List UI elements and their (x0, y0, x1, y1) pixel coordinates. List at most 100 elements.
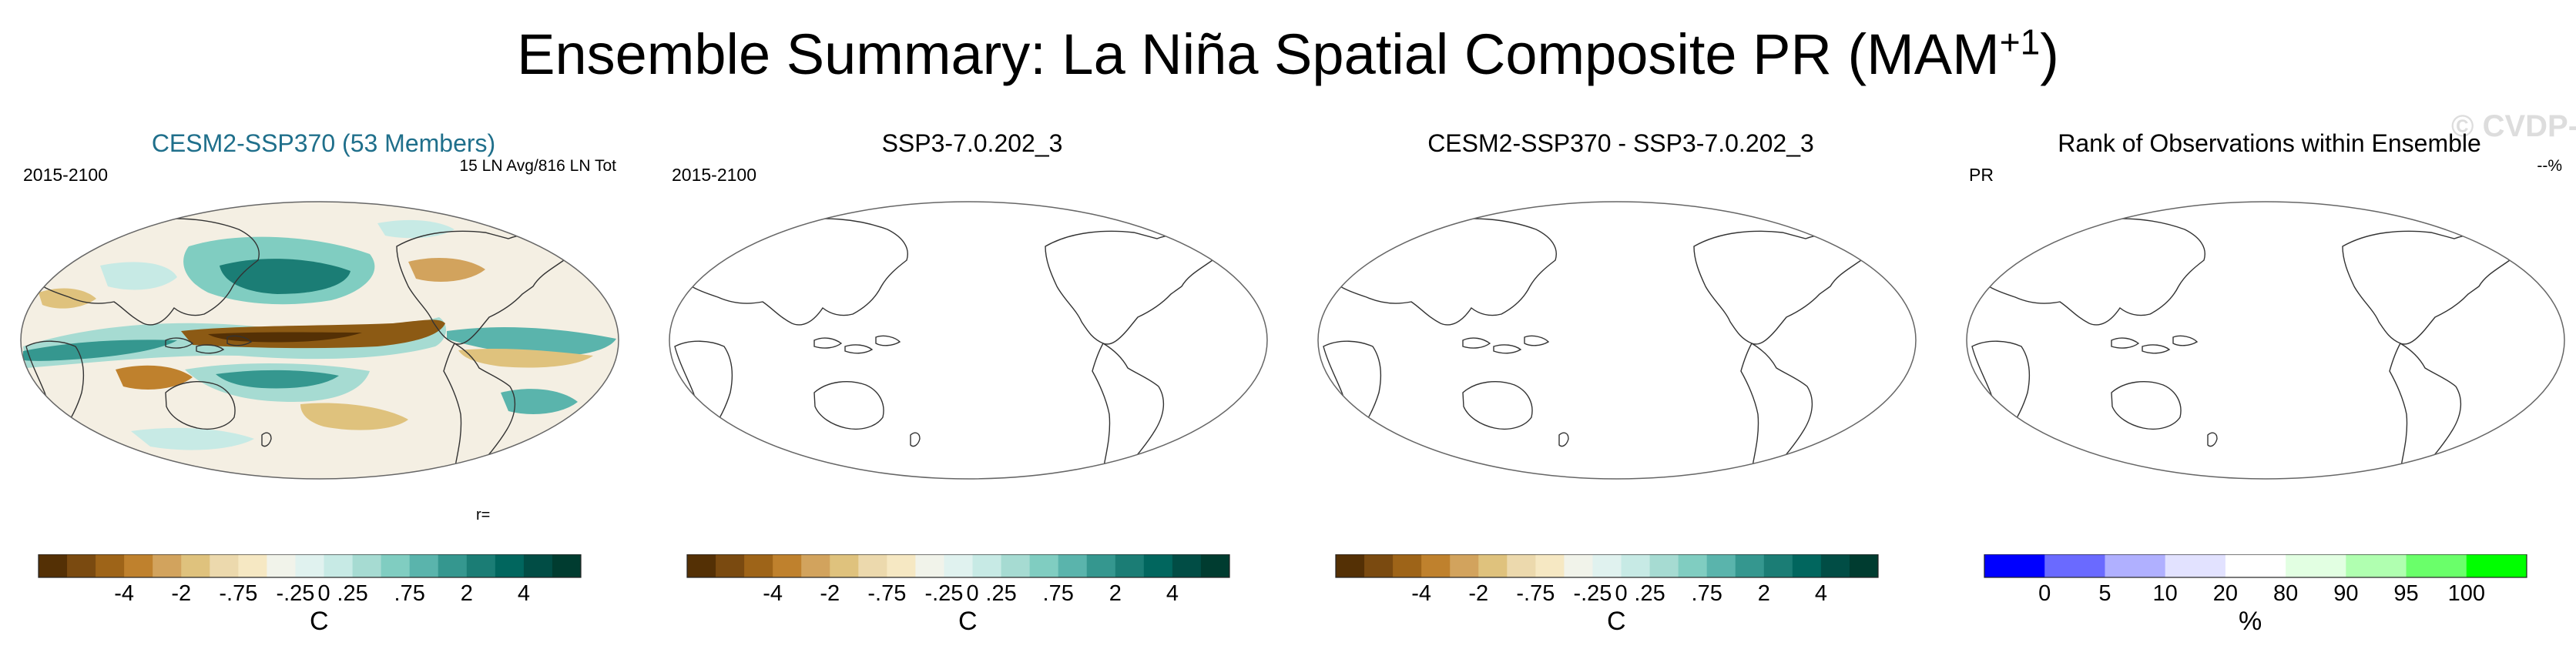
anomaly-contour (116, 365, 193, 390)
coastline (2142, 344, 2171, 354)
coastline (165, 337, 194, 349)
coastline (2207, 432, 2218, 447)
copyright-watermark: © CVDP-LE (2451, 109, 2576, 143)
colorbar-swatch (1450, 554, 1479, 577)
coastline (674, 340, 733, 434)
colorbar-swatch (944, 554, 974, 577)
colorbar-tick-label: -2 (820, 581, 840, 606)
colorbar-swatch (1820, 554, 1850, 577)
colorbar-tick-label: 80 (2273, 581, 2298, 606)
colorbar-swatch (1763, 554, 1793, 577)
anomaly-contour (408, 258, 485, 282)
colorbar-swatch (1200, 554, 1230, 577)
coastline (1462, 337, 1491, 349)
colorbar-swatch (2346, 554, 2407, 577)
colorbar-swatch (1421, 554, 1451, 577)
panel-left-label: 2015-2100 (23, 165, 108, 185)
world-map (1317, 201, 1917, 480)
colorbar-tick-label: 4 (518, 581, 530, 606)
colorbar-swatch (972, 554, 1002, 577)
coastline (443, 343, 515, 479)
colorbar-swatch (2286, 554, 2346, 577)
colorbar-tick-label: 95 (2393, 581, 2418, 606)
colorbar-swatch (181, 554, 210, 577)
map-border (1317, 201, 1917, 480)
colorbar-tick-label: .25 (985, 581, 1016, 606)
colorbar-swatch (858, 554, 887, 577)
coastline (1092, 343, 1164, 479)
colorbar-swatch (2466, 554, 2527, 577)
anomaly-contour (447, 327, 616, 356)
colorbar-swatch (1649, 554, 1679, 577)
panel-title: SSP3-7.0.202_3 (881, 129, 1063, 157)
coastline (226, 335, 253, 346)
colorbar-tick-label: 0 (317, 581, 330, 606)
colorbar-swatch (39, 554, 68, 577)
coastline (1693, 230, 1862, 345)
colorbar-swatch (2225, 554, 2286, 577)
coastline (1493, 344, 1522, 354)
coastline (2389, 343, 2461, 479)
colorbar: -4 -2 -.75 -.25 0 .25 .75 2 4 (1335, 554, 1879, 606)
map-border (20, 201, 619, 480)
coastline (2342, 230, 2511, 345)
anomaly-field (23, 219, 616, 450)
colorbar-unit: C (1607, 607, 1626, 636)
coastline (1462, 381, 1533, 430)
colorbar-swatch (210, 554, 239, 577)
colorbar-swatch (773, 554, 802, 577)
colorbar-tick-label: .25 (1634, 581, 1665, 606)
colorbar-swatch (1621, 554, 1651, 577)
colorbar-swatch (438, 554, 468, 577)
colorbar-tick-label: -2 (171, 581, 191, 606)
colorbar-tick-label: 10 (2153, 581, 2178, 606)
colorbar-tick-label: -4 (114, 581, 134, 606)
colorbar-tick-label: 5 (2098, 581, 2111, 606)
coastline (875, 335, 901, 346)
colorbar-swatch (744, 554, 773, 577)
colorbar-tick-label: -4 (1411, 581, 1431, 606)
colorbar-tick-label: .75 (1692, 581, 1722, 606)
colorbar-swatch (1029, 554, 1059, 577)
colorbar-swatch (352, 554, 382, 577)
world-map (20, 201, 619, 480)
colorbar-tick-label: -.25 (1573, 581, 1612, 606)
panel-left-label: PR (1969, 165, 1994, 185)
colorbar-swatch (124, 554, 153, 577)
panel-title: CESM2-SSP370 (53 Members) (151, 129, 496, 157)
map-background (669, 202, 1267, 479)
panel-left-label: 2015-2100 (672, 165, 756, 185)
colorbar-frame (1984, 554, 2527, 578)
colorbar-swatch (466, 554, 496, 577)
colorbar-swatch (2165, 554, 2226, 577)
colorbar-tick-label: 0 (966, 581, 978, 606)
colorbar-tick-label: 20 (2213, 581, 2238, 606)
anomaly-contour (100, 262, 177, 290)
colorbar-swatch (523, 554, 553, 577)
coastline (1524, 335, 1550, 346)
colorbar: 0 5 10 20 80 90 95 100 (1984, 554, 2527, 606)
anomaly-contour (131, 427, 254, 450)
colorbar-swatch (801, 554, 830, 577)
colorbar-swatch (830, 554, 859, 577)
colorbar-swatch (1564, 554, 1593, 577)
colorbar-swatch (1535, 554, 1565, 577)
coastline (2111, 381, 2182, 430)
coastline (1045, 230, 1213, 345)
coastline (1805, 202, 1860, 235)
anomaly-contour (208, 332, 362, 343)
colorbar-tick-label: 2 (1758, 581, 1770, 606)
map-border (669, 201, 1268, 480)
anomaly-contour (216, 370, 339, 389)
colorbar-tick-label: -.75 (219, 581, 257, 606)
coastline (813, 381, 884, 430)
panel-title: CESM2-SSP370 - SSP3-7.0.202_3 (1427, 129, 1814, 157)
panel-right-label: --% (2537, 157, 2562, 175)
anomaly-contour (501, 389, 578, 414)
panel-right-label: 15 LN Avg/816 LN Tot (459, 157, 616, 175)
colorbar-swatch (2044, 554, 2105, 577)
colorbar-tick-label: 100 (2448, 581, 2485, 606)
colorbar-frame (1335, 554, 1879, 578)
figure-title: Ensemble Summary: La Niña Spatial Compos… (517, 22, 2059, 86)
map-panel-2: SSP3-7.0.202_3 2015-2100 -4 -2 -.75 -.25 0 .25.… (656, 115, 1288, 654)
